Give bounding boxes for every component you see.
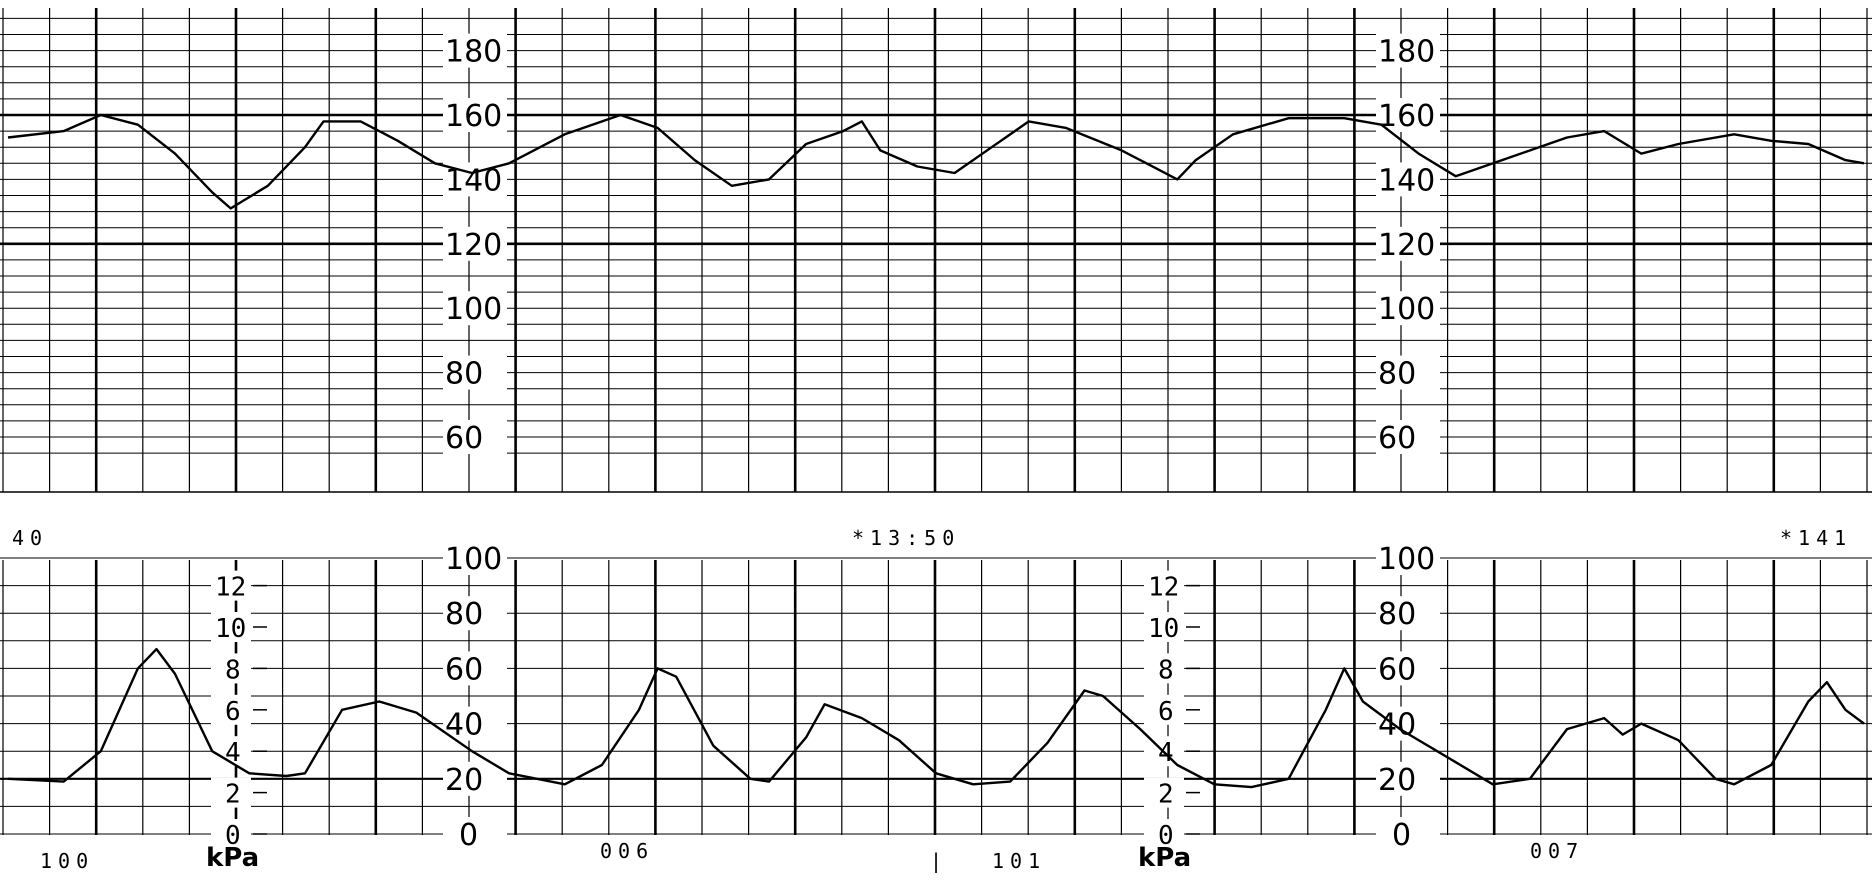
uc-kpa-label: 6 [1158,697,1174,727]
scale-labels: 1801601401201008060180160140120100806010… [211,33,1440,853]
uc-kpa-label-bg [1144,570,1184,601]
uc-kpa-label-bg [211,694,251,725]
uc-mmhg-label: 60 [445,652,483,687]
uc-kpa-label: 8 [225,655,241,685]
uc-kpa-label: 2 [1158,780,1174,810]
left-fragment-label: 40 [12,526,48,550]
fhr-label-bg [443,291,507,326]
fhr-label-bg [1376,33,1440,68]
fhr-label-bg [443,420,507,454]
uc-kpa-label: 12 [1148,573,1179,603]
uc-kpa-label-bg [211,612,251,642]
uc-kpa-label: 8 [1158,655,1174,685]
fhr-label-bg [1376,162,1440,197]
fhr-label-bg [1376,291,1440,326]
fhr-label-bg [443,98,507,132]
page-number-1: 100 [40,849,94,873]
uc-kpa-label-bg [211,653,251,684]
bar-mark: | [930,849,948,873]
uc-mmhg-label-bg [1376,761,1440,796]
uc-mmhg-label: 80 [445,597,483,632]
uc-kpa-label-bg [211,777,251,808]
uc-mmhg-label: 100 [445,542,502,577]
uc-kpa-label: 6 [225,697,241,727]
fhr-label-bg [1376,420,1440,454]
fhr-label-bg [1376,226,1440,261]
uc-mmhg-label: 60 [1378,652,1416,687]
fhr-scale-label: 60 [1378,421,1416,456]
uc-kpa-label-bg [211,570,251,601]
uc-mmhg-label: 100 [1378,542,1435,577]
time-mark-2: *141 [1780,526,1852,550]
uc-kpa-label-bg [211,819,251,849]
uc-mmhg-label-bg [443,651,507,686]
uc-kpa-label-bg [1144,612,1184,642]
fhr-label-bg [1376,355,1440,390]
kpa-unit-label-2: kPa [1138,843,1191,873]
uc-trace [7,647,1865,789]
uc-mmhg-label: 0 [459,818,478,853]
uc-kpa-label-bg [1144,694,1184,725]
uc-mmhg-label-bg [443,761,507,796]
uc-mmhg-label-bg [1376,651,1440,686]
fhr-scale-label: 60 [445,421,483,456]
uc-mmhg-label-bg [443,596,507,631]
uc-mmhg-label: 20 [1378,763,1416,798]
fhr-scale-label: 80 [445,357,483,392]
counter-1: 006 [600,839,654,863]
counter-2: 007 [1530,839,1584,863]
uc-kpa-label: 10 [215,614,246,644]
fhr-scale-label: 100 [445,292,502,327]
uc-mmhg-label-bg [1376,541,1440,575]
uc-mmhg-label: 40 [1378,708,1416,743]
uc-mmhg-label: 0 [1392,818,1411,853]
fhr-scale-label: 180 [1378,35,1435,70]
uc-mmhg-label-bg [1376,596,1440,631]
uc-kpa-label: 10 [1148,614,1179,644]
fhr-label-bg [443,226,507,261]
annotations: 40 *13:50 *141 100 006 | 101 007 kPa kPa [12,526,1852,873]
uc-kpa-label-bg [1144,819,1184,849]
uc-kpa-label: 0 [225,821,241,851]
traces [7,113,1865,789]
uc-mmhg-label: 20 [445,763,483,798]
uc-mmhg-label: 80 [1378,597,1416,632]
fhr-scale-label: 120 [445,228,502,263]
uc-mmhg-label-bg [443,541,507,575]
uc-kpa-label-bg [1144,653,1184,684]
uc-mmhg-label-bg [1376,817,1440,851]
fhr-label-bg [443,33,507,68]
fhr-scale-label: 180 [445,35,502,70]
page-number-2: 101 [992,849,1046,873]
grid [0,8,1872,835]
fhr-scale-label: 160 [445,99,502,134]
fhr-scale-label: 140 [1378,163,1435,198]
time-mark-1: *13:50 [852,526,960,550]
fhr-scale-label: 100 [1378,292,1435,327]
uc-kpa-label-bg [1144,777,1184,808]
kpa-unit-label-1: kPa [206,843,259,873]
uc-mmhg-label-bg [443,706,507,741]
fhr-label-bg [443,355,507,390]
fhr-scale-label: 120 [1378,228,1435,263]
uc-kpa-label: 2 [225,780,241,810]
uc-kpa-label: 0 [1158,821,1174,851]
uc-kpa-label: 12 [215,573,246,603]
fhr-label-bg [1376,98,1440,132]
fhr-scale-label: 80 [1378,357,1416,392]
fhr-trace [7,113,1865,210]
uc-mmhg-label-bg [443,817,507,851]
